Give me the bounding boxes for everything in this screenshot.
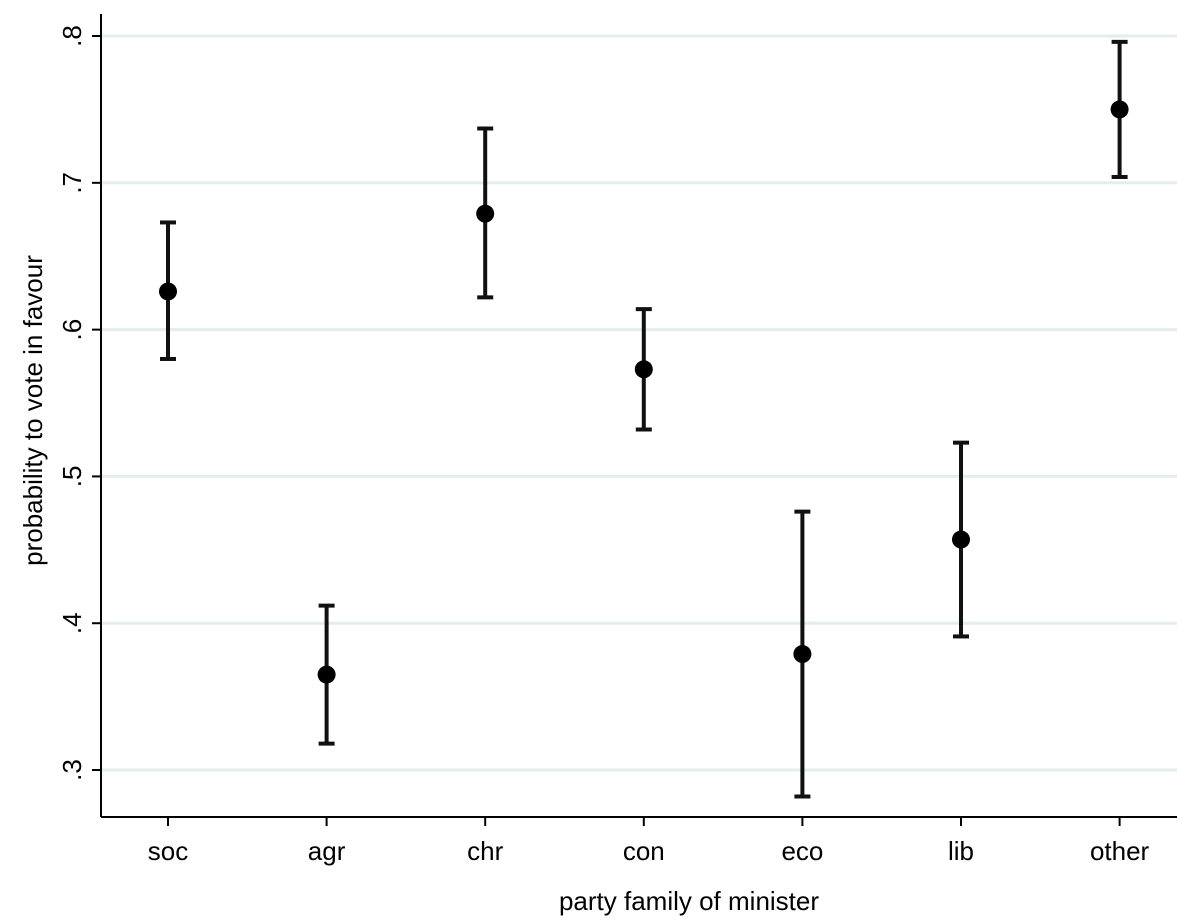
y-tick-label: .7 (57, 172, 87, 194)
x-tick-label: chr (467, 836, 503, 866)
x-tick-label: lib (948, 836, 974, 866)
y-tick-label: .8 (57, 25, 87, 47)
data-point (476, 204, 495, 223)
data-point (1110, 100, 1129, 119)
x-tick-label: soc (148, 836, 188, 866)
x-axis-title: party family of minister (559, 886, 819, 916)
gridlines (102, 34, 1177, 772)
y-ticks: .3 .4 .5 .6 .7 .8 (57, 25, 101, 781)
x-tick-label: other (1090, 836, 1150, 866)
x-tick-label: eco (781, 836, 823, 866)
x-ticks: soc agr chr con eco lib other (148, 817, 1150, 866)
x-tick-label: con (623, 836, 665, 866)
y-axis-title: probability to vote in favour (18, 255, 48, 566)
data-point (952, 530, 970, 549)
y-tick-label: .5 (57, 466, 87, 488)
x-tick-label: agr (308, 836, 346, 866)
y-tick-label: .6 (57, 319, 87, 341)
data-point (159, 282, 177, 301)
data-point (634, 360, 653, 379)
y-tick-label: .4 (57, 612, 87, 634)
data-point (317, 665, 336, 684)
y-tick-label: .3 (57, 759, 87, 781)
data-points (159, 39, 1129, 799)
data-point (793, 645, 812, 664)
axes (100, 14, 1177, 818)
